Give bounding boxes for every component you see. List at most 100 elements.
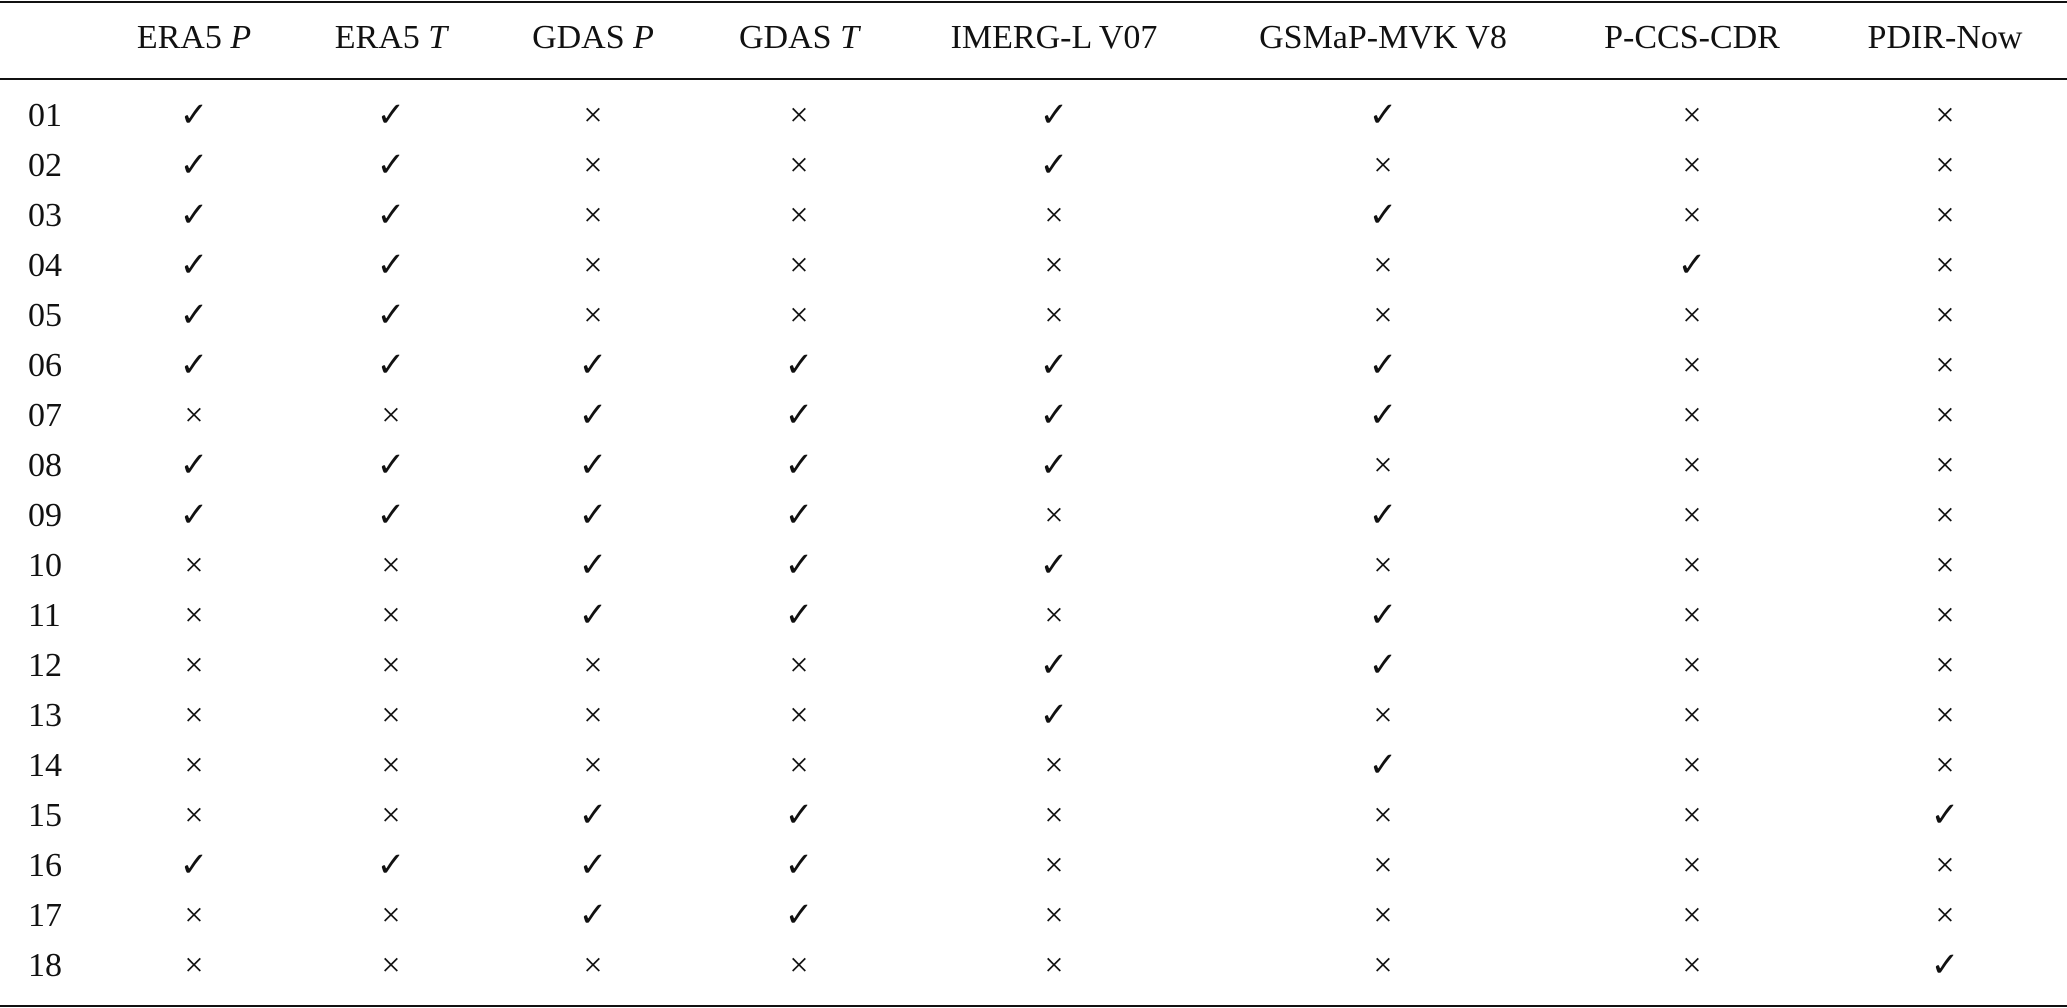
availability-mark: ×	[184, 397, 204, 434]
availability-mark: ×	[1935, 847, 1955, 884]
availability-mark: ✓	[1368, 747, 1398, 784]
availability-mark: ×	[1044, 297, 1064, 334]
availability-mark: ×	[789, 97, 809, 134]
column-header: ERA5 P	[137, 21, 251, 55]
availability-mark: ×	[1373, 947, 1393, 984]
column-header: PDIR-Now	[1868, 21, 2023, 55]
availability-mark: ×	[1682, 297, 1702, 334]
availability-mark: ×	[789, 247, 809, 284]
availability-mark: ✓	[578, 347, 608, 384]
availability-mark: ×	[381, 397, 401, 434]
row-id: 12	[28, 647, 62, 684]
availability-mark: ✓	[179, 247, 209, 284]
column-header: P-CCS-CDR	[1604, 21, 1780, 55]
column-header: GDAS T	[739, 21, 859, 55]
availability-mark: ×	[184, 947, 204, 984]
availability-mark: ×	[184, 747, 204, 784]
top-rule	[0, 1, 2067, 3]
availability-mark: ✓	[784, 497, 814, 534]
availability-mark: ×	[1682, 897, 1702, 934]
availability-mark: ×	[789, 947, 809, 984]
availability-mark: ✓	[1039, 347, 1069, 384]
availability-mark: ×	[1373, 697, 1393, 734]
availability-mark: ×	[583, 97, 603, 134]
availability-mark: ×	[1373, 297, 1393, 334]
availability-mark: ×	[1682, 547, 1702, 584]
availability-mark: ✓	[179, 497, 209, 534]
availability-mark: ×	[1935, 97, 1955, 134]
header-text: P-CCS-CDR	[1604, 19, 1780, 56]
availability-mark: ✓	[376, 147, 406, 184]
header-text: IMERG-L V07	[950, 19, 1158, 56]
availability-mark: ×	[381, 797, 401, 834]
availability-mark: ×	[1935, 497, 1955, 534]
availability-mark: ✓	[784, 347, 814, 384]
availability-mark: ✓	[179, 197, 209, 234]
header-text: PDIR-Now	[1867, 19, 2023, 56]
availability-mark: ✓	[179, 97, 209, 134]
availability-mark: ×	[1682, 747, 1702, 784]
availability-mark: ✓	[578, 447, 608, 484]
row-id: 04	[28, 247, 62, 284]
availability-mark: ✓	[1039, 97, 1069, 134]
availability-mark: ×	[381, 597, 401, 634]
availability-mark: ✓	[1368, 197, 1398, 234]
availability-mark: ×	[1044, 247, 1064, 284]
availability-mark: ×	[1935, 147, 1955, 184]
availability-mark: ✓	[1930, 947, 1960, 984]
column-header: GDAS P	[532, 21, 654, 55]
row-id: 16	[28, 847, 62, 884]
availability-mark: ✓	[784, 897, 814, 934]
availability-mark: ×	[1682, 197, 1702, 234]
availability-mark: ×	[184, 797, 204, 834]
availability-mark: ×	[583, 297, 603, 334]
availability-mark: ✓	[1368, 647, 1398, 684]
availability-mark: ×	[789, 197, 809, 234]
availability-mark: ✓	[578, 897, 608, 934]
availability-mark: ✓	[1368, 347, 1398, 384]
availability-mark: ✓	[578, 547, 608, 584]
row-id: 02	[28, 147, 62, 184]
availability-mark: ×	[1044, 847, 1064, 884]
availability-mark: ×	[1373, 147, 1393, 184]
availability-mark: ✓	[784, 597, 814, 634]
availability-mark: ✓	[1039, 697, 1069, 734]
header-variable: P	[633, 19, 654, 56]
availability-mark: ×	[1373, 897, 1393, 934]
row-id: 17	[28, 897, 62, 934]
availability-mark: ✓	[376, 847, 406, 884]
availability-mark: ✓	[179, 847, 209, 884]
availability-mark: ×	[1682, 397, 1702, 434]
availability-mark: ✓	[376, 497, 406, 534]
availability-mark: ×	[1682, 647, 1702, 684]
availability-mark: ✓	[578, 597, 608, 634]
availability-mark: ×	[184, 697, 204, 734]
column-header: ERA5 T	[335, 21, 447, 55]
header-rule	[0, 78, 2067, 80]
availability-mark: ×	[1373, 247, 1393, 284]
row-id: 08	[28, 447, 62, 484]
header-variable: T	[428, 19, 448, 56]
availability-mark: ×	[1682, 347, 1702, 384]
availability-mark: ×	[1935, 247, 1955, 284]
header-text: GDAS	[739, 19, 832, 56]
availability-mark: ×	[1682, 147, 1702, 184]
header-text: ERA5	[136, 19, 222, 56]
availability-mark: ×	[1044, 197, 1064, 234]
availability-mark: ×	[1935, 597, 1955, 634]
header-variable: P	[230, 19, 252, 56]
availability-mark: ✓	[376, 297, 406, 334]
availability-mark: ×	[1373, 847, 1393, 884]
availability-mark: ×	[381, 947, 401, 984]
availability-mark: ✓	[376, 347, 406, 384]
availability-mark: ×	[1044, 897, 1064, 934]
availability-mark: ×	[583, 947, 603, 984]
availability-mark: ×	[1373, 797, 1393, 834]
availability-mark: ×	[1935, 697, 1955, 734]
column-header: IMERG-L V07	[951, 21, 1158, 55]
availability-mark: ×	[1682, 447, 1702, 484]
availability-mark: ×	[1044, 597, 1064, 634]
row-id: 10	[28, 547, 62, 584]
availability-mark: ×	[1935, 747, 1955, 784]
